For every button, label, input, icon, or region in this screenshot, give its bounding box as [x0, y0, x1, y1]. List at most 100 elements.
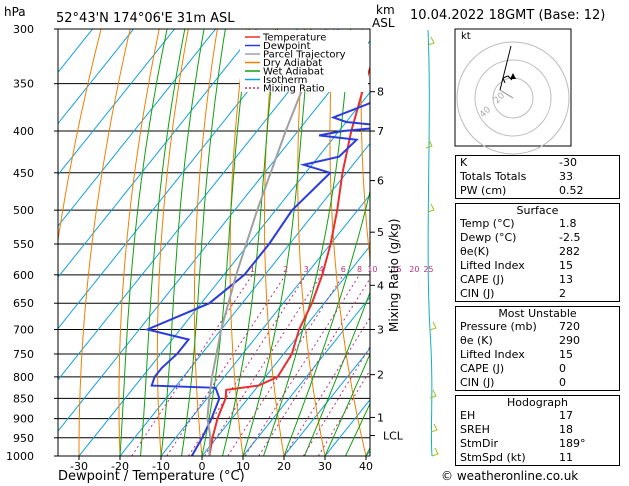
lcl-label: LCL: [383, 430, 404, 443]
index-label: K: [460, 156, 468, 169]
index-value: 2: [559, 287, 566, 300]
wet-adiabat-line: [263, 29, 352, 456]
dry-adiabat-line: [118, 29, 160, 456]
isotherm-line: [78, 91, 370, 456]
indices-panel: K -30 Totals Totals 33 PW (cm) 0.52 Surface Te…: [455, 155, 620, 470]
isotherm-line: [324, 398, 370, 456]
hodograph-frame: [454, 28, 572, 147]
mixing-ratio-label: 20: [409, 265, 419, 274]
index-label: Totals Totals: [460, 170, 527, 183]
pressure-tick-label: 650: [13, 297, 34, 310]
index-value: 0.52: [559, 184, 584, 197]
wet-adiabat-line: [119, 29, 168, 456]
isotherm-line: [283, 347, 370, 456]
location-title: 52°43'N 174°06'E 31m ASL: [56, 11, 235, 26]
index-label: Lifted Index: [460, 259, 525, 272]
index-label: Temp (°C): [460, 217, 515, 230]
temp-tick-label: -20: [111, 460, 129, 473]
temp-tick-label: -10: [152, 460, 170, 473]
index-label: SREH: [460, 423, 490, 436]
mixing-ratio-line: [204, 274, 322, 456]
hpa-label: hPa: [4, 5, 26, 19]
pressure-tick-label: 750: [13, 348, 34, 361]
hodograph-row: StmDir 189°: [456, 437, 619, 451]
mixing-ratio-axis-label: Mixing Ratio (g/kg): [387, 219, 401, 332]
legend-item: Parcel Trajectory: [263, 50, 346, 61]
mixing-ratio-label: 4: [319, 265, 324, 274]
dry-adiabat-line: [229, 29, 247, 456]
mixing-ratio-label: 6: [341, 265, 346, 274]
mixing-ratio-label: 3: [304, 265, 309, 274]
hodograph-row: StmSpd (kt) 11: [456, 451, 619, 465]
index-value: 11: [559, 451, 573, 464]
legend-bg: [240, 30, 368, 92]
series-dewpoint: [144, 101, 370, 456]
most-unstable-row: θe (K) 290: [456, 334, 619, 348]
index-value: 290: [559, 334, 580, 347]
isotherm-line: [58, 29, 175, 176]
surface-row: Lifted Index 15: [456, 259, 619, 273]
legend-item: Wet Adiabat: [263, 67, 324, 78]
dry-adiabat-line: [360, 29, 370, 264]
pressure-tick-label: 950: [13, 432, 34, 445]
most-unstable-row: Pressure (mb) 720: [456, 320, 619, 334]
wind-barb-icon: [429, 321, 437, 331]
legend-item: Dewpoint: [263, 41, 311, 52]
index-value: 0: [559, 376, 566, 389]
index-label: EH: [460, 409, 476, 422]
index-label: θe (K): [460, 334, 493, 347]
surface-row: Dewp (°C) -2.5: [456, 231, 619, 245]
temp-tick-label: 20: [277, 460, 291, 473]
index-value: 720: [559, 320, 580, 333]
wet-adiabat-line: [201, 29, 250, 456]
pressure-tick-label: 600: [13, 269, 34, 282]
hodograph-unit: kt: [461, 31, 471, 42]
km-label: km: [376, 3, 395, 17]
most-unstable-row: CAPE (J) 0: [456, 362, 619, 376]
series-parcel-trajectory: [206, 29, 328, 456]
most-unstable-row: Lifted Index 15: [456, 348, 619, 362]
index-value: 33: [559, 170, 573, 183]
index-label: CAPE (J): [460, 362, 505, 375]
dry-adiabat-line: [156, 29, 189, 456]
most-unstable-title: Most Unstable: [498, 307, 577, 320]
wet-adiabat-line: [181, 29, 226, 456]
isotherm-line: [58, 29, 339, 381]
index-label: Pressure (mb): [460, 320, 537, 333]
pressure-tick-label: 900: [13, 413, 34, 426]
wet-adiabat-line: [222, 29, 279, 456]
footer-credit: © weatheronline.co.uk: [441, 469, 579, 483]
surface-box: Surface Temp (°C) 1.8 Dewp (°C) -2.5 θe(K) 282…: [455, 203, 620, 302]
wet-adiabat-line: [345, 402, 370, 456]
index-value: -30: [559, 156, 577, 169]
pressure-tick-label: 800: [13, 371, 34, 384]
wind-barb-icon: [427, 36, 435, 46]
index-value: 0: [559, 362, 566, 375]
km-tick-label: 7: [377, 125, 384, 138]
index-label: θe(K): [460, 245, 490, 258]
pressure-tick-label: 350: [13, 78, 34, 91]
hodograph-line: [499, 45, 512, 91]
wind-barb-icon: [430, 423, 438, 433]
wet-adiabat-line: [304, 290, 370, 456]
indices-top-box: K -30 Totals Totals 33 PW (cm) 0.52: [455, 155, 620, 199]
pressure-tick-label: 450: [13, 167, 34, 180]
legend-item: Isotherm: [263, 75, 307, 86]
index-label: StmSpd (kt): [460, 451, 526, 464]
hodograph-title: Hodograph: [507, 396, 568, 409]
asl-label: ASL: [372, 16, 395, 30]
pressure-tick-label: 550: [13, 238, 34, 251]
isotherm-line: [119, 142, 370, 456]
mixing-ratio-label: 15: [392, 265, 402, 274]
mixing-ratio-line: [227, 274, 344, 456]
km-tick-label: 5: [377, 226, 384, 239]
most-unstable-box: Most Unstable Pressure (mb) 720 θe (K) 290 Li…: [455, 306, 620, 391]
temp-tick-label: 30: [318, 460, 332, 473]
index-value: 17: [559, 409, 573, 422]
index-row: Totals Totals 33: [456, 170, 619, 184]
pressure-tick-label: 1000: [6, 450, 34, 463]
isotherm-line: [58, 29, 257, 278]
surface-row: Temp (°C) 1.8: [456, 217, 619, 231]
index-value: 18: [559, 423, 573, 436]
